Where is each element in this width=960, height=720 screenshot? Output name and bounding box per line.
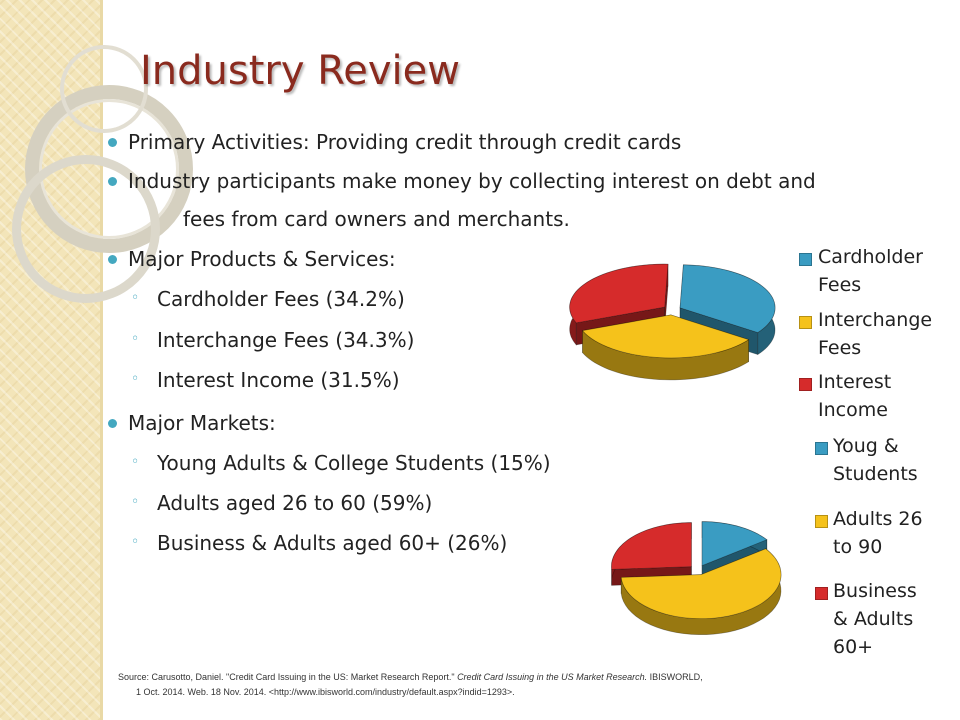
legend-label: Business & Adults 60+ — [833, 577, 917, 661]
bullet-text: Major Products & Services: — [128, 247, 396, 271]
legend-label-line: Fees — [818, 274, 862, 296]
sub-bullet-text: Business & Adults aged 60+ (26%) — [157, 531, 508, 555]
legend-label: Interest Income — [818, 368, 891, 424]
legend-label-line: 60+ — [833, 636, 874, 658]
sub-bullet-marker: ◦ — [131, 331, 140, 347]
legend-label-line: Students — [833, 463, 918, 485]
decorative-divider — [100, 0, 103, 720]
source-text: Source: Carusotto, Daniel. "Credit Card … — [118, 672, 455, 682]
pie-slice — [611, 522, 692, 570]
pie-slice — [620, 548, 782, 619]
legend-label-line: Interchange — [818, 309, 933, 331]
legend-label-line: Cardholder — [818, 246, 923, 268]
source-text: IBISWORLD, — [649, 672, 703, 682]
legend-label-line: Income — [818, 399, 888, 421]
decorative-ring — [12, 155, 160, 303]
bullet-text: Industry participants make money by coll… — [128, 169, 816, 193]
sub-bullet-text: Young Adults & College Students (15%) — [157, 451, 551, 475]
source-citation: Source: Carusotto, Daniel. "Credit Card … — [118, 670, 778, 700]
pie-slice — [701, 521, 768, 567]
legend-swatch — [799, 316, 812, 329]
slide-title: Industry Review — [140, 48, 460, 94]
bullet-dot — [108, 138, 117, 147]
legend-swatch — [815, 587, 828, 600]
legend-label: Adults 26 to 90 — [833, 505, 923, 561]
sub-bullet-text: Adults aged 26 to 60 (59%) — [157, 491, 433, 515]
source-publication: Credit Card Issuing in the US Market Res… — [457, 672, 648, 682]
legend-label-line: & Adults — [833, 608, 914, 630]
sub-bullet-marker: ◦ — [131, 290, 140, 306]
pie-chart-products — [569, 263, 776, 381]
legend-label-line: Fees — [818, 337, 862, 359]
legend-label-line: Youg & — [833, 435, 899, 457]
pie-chart-markets — [611, 521, 782, 635]
legend-label-line: Adults 26 — [833, 508, 923, 530]
legend-label-line: Interest — [818, 371, 892, 393]
source-line-2: 1 Oct. 2014. Web. 18 Nov. 2014. <http://… — [136, 687, 515, 697]
sub-bullet-marker: ◦ — [131, 454, 140, 470]
legend-label: Cardholder Fees — [818, 243, 923, 299]
bullet-text: Major Markets: — [128, 411, 276, 435]
sub-bullet-marker: ◦ — [131, 534, 140, 550]
pie-slice — [679, 264, 776, 333]
pie-slice — [569, 263, 669, 324]
bullet-dot — [108, 255, 117, 264]
legend-label-line: to 90 — [833, 536, 883, 558]
sub-bullet-text: Interchange Fees (34.3%) — [157, 328, 415, 352]
legend-swatch — [799, 378, 812, 391]
legend-label: Interchange Fees — [818, 306, 932, 362]
sub-bullet-text: Cardholder Fees (34.2%) — [157, 287, 405, 311]
legend-swatch — [799, 253, 812, 266]
decorative-ring — [60, 45, 148, 133]
pie-slice — [581, 314, 750, 359]
bullet-dot — [108, 419, 117, 428]
legend-swatch — [815, 515, 828, 528]
bullet-text: Primary Activities: Providing credit thr… — [128, 130, 682, 154]
legend-label-line: Business — [833, 580, 917, 602]
bullet-dot — [108, 177, 117, 186]
legend-swatch — [815, 442, 828, 455]
bullet-text-continuation: fees from card owners and merchants. — [183, 207, 570, 231]
sub-bullet-marker: ◦ — [131, 371, 140, 387]
legend-label: Youg & Students — [833, 432, 918, 488]
source-line-1: Source: Carusotto, Daniel. "Credit Card … — [118, 670, 778, 685]
sub-bullet-text: Interest Income (31.5%) — [157, 368, 400, 392]
sub-bullet-marker: ◦ — [131, 494, 140, 510]
